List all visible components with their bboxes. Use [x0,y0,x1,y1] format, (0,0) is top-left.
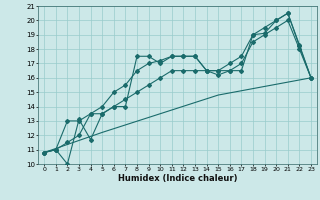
X-axis label: Humidex (Indice chaleur): Humidex (Indice chaleur) [118,174,237,183]
